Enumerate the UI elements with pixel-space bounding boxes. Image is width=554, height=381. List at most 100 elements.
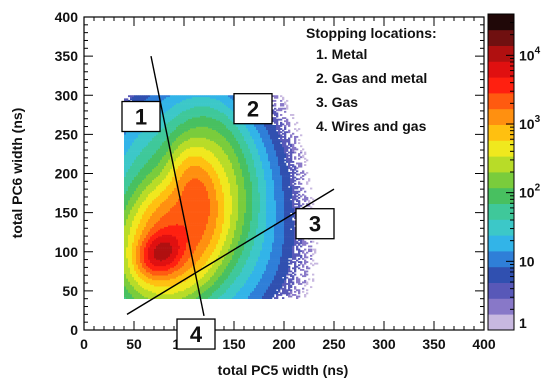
density-cell — [152, 276, 155, 279]
density-cell — [124, 279, 127, 282]
density-cell — [138, 189, 141, 192]
density-cell — [140, 176, 143, 179]
density-cell — [146, 162, 149, 165]
density-cell — [178, 159, 181, 162]
density-cell — [164, 137, 167, 140]
density-cell — [154, 220, 157, 223]
density-cell — [130, 184, 133, 187]
density-cell — [200, 223, 203, 226]
density-cell — [146, 294, 149, 296]
density-cell — [196, 145, 199, 148]
density-cell — [154, 171, 157, 174]
density-cell — [166, 95, 169, 98]
density-cell — [178, 132, 181, 135]
density-cell — [174, 106, 177, 109]
density-cell — [154, 157, 157, 160]
density-cell — [194, 120, 197, 123]
density-cell — [130, 207, 133, 210]
density-cell — [132, 286, 135, 289]
density-cell — [194, 137, 197, 140]
density-cell — [158, 231, 161, 234]
density-cell — [170, 256, 173, 259]
density-cell — [158, 281, 161, 284]
density-cell — [138, 225, 141, 227]
density-cell — [136, 96, 139, 99]
density-cell — [192, 96, 195, 99]
density-cell — [186, 160, 189, 163]
density-cell — [188, 259, 191, 262]
density-cell — [148, 150, 151, 152]
density-cell — [172, 276, 175, 279]
density-cell — [198, 117, 201, 120]
density-cell — [198, 243, 201, 246]
density-cell — [174, 270, 177, 273]
density-cell — [146, 281, 149, 284]
density-cell — [184, 99, 187, 102]
density-cell — [126, 278, 129, 281]
density-cell — [154, 148, 157, 151]
density-cell — [130, 279, 133, 282]
density-cell — [196, 198, 199, 201]
density-cell — [174, 168, 177, 171]
density-cell — [192, 171, 195, 174]
density-cell — [126, 175, 129, 177]
density-cell — [188, 99, 191, 102]
density-cell — [198, 283, 201, 285]
density-cell — [160, 245, 163, 248]
density-cell — [190, 284, 193, 287]
density-cell — [132, 256, 135, 259]
density-cell — [148, 259, 151, 262]
density-cell — [182, 164, 185, 166]
density-cell — [158, 175, 161, 177]
density-cell — [154, 132, 157, 135]
density-cell — [162, 281, 165, 284]
density-cell — [126, 143, 129, 146]
density-cell — [152, 175, 155, 177]
density-cell — [138, 214, 141, 217]
density-cell — [146, 96, 149, 99]
density-cell — [142, 222, 145, 224]
density-cell — [188, 262, 191, 265]
density-cell — [172, 186, 175, 188]
density-cell — [188, 247, 191, 249]
density-cell — [150, 178, 153, 181]
density-cell — [126, 189, 129, 192]
density-cell — [194, 162, 197, 165]
density-cell — [168, 110, 171, 113]
density-cell — [136, 212, 139, 215]
density-cell — [128, 148, 131, 151]
density-cell — [160, 171, 163, 174]
density-cell — [180, 107, 183, 110]
density-cell — [130, 176, 133, 179]
density-cell — [136, 168, 139, 171]
density-cell — [162, 132, 165, 135]
density-cell — [124, 259, 127, 262]
density-cell — [196, 222, 199, 224]
density-cell — [168, 193, 171, 196]
density-cell — [160, 164, 163, 166]
density-cell — [188, 176, 191, 179]
density-cell — [152, 212, 155, 215]
density-cell — [178, 225, 181, 227]
density-cell — [136, 150, 139, 152]
density-cell — [146, 226, 149, 229]
density-cell — [178, 262, 181, 265]
density-cell — [190, 139, 193, 141]
density-cell — [148, 276, 151, 279]
density-cell — [130, 297, 133, 299]
density-cell — [124, 200, 127, 202]
density-cell — [160, 150, 163, 152]
density-cell — [166, 98, 169, 101]
density-cell — [160, 95, 163, 98]
density-cell — [200, 287, 203, 290]
density-cell — [186, 264, 189, 267]
density-cell — [152, 217, 155, 220]
density-cell — [162, 145, 165, 148]
density-cell — [128, 193, 131, 196]
density-cell — [164, 139, 167, 141]
density-cell — [176, 236, 179, 238]
density-cell — [142, 209, 145, 212]
density-cell — [150, 243, 153, 246]
density-cell — [184, 107, 187, 110]
density-cell — [142, 264, 145, 267]
